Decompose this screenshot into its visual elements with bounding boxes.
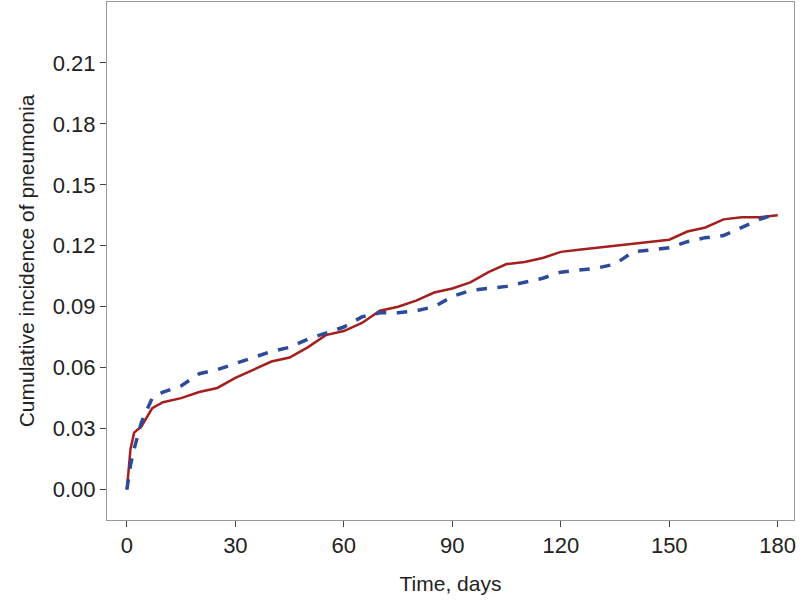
svg-text:60: 60 (332, 533, 356, 558)
svg-text:0.06: 0.06 (53, 355, 96, 380)
svg-text:Cumulative incidence of pneumo: Cumulative incidence of pneumonia (15, 94, 38, 427)
svg-text:150: 150 (651, 533, 688, 558)
svg-text:0.09: 0.09 (53, 294, 96, 319)
svg-text:0.12: 0.12 (53, 233, 96, 258)
svg-text:0.03: 0.03 (53, 416, 96, 441)
svg-text:0: 0 (121, 533, 133, 558)
svg-text:0.18: 0.18 (53, 112, 96, 137)
svg-text:Time, days: Time, days (400, 572, 502, 595)
svg-text:120: 120 (542, 533, 579, 558)
svg-text:30: 30 (223, 533, 247, 558)
svg-text:180: 180 (759, 533, 796, 558)
svg-text:0.15: 0.15 (53, 173, 96, 198)
svg-text:0.00: 0.00 (53, 477, 96, 502)
svg-text:0.21: 0.21 (53, 51, 96, 76)
svg-text:90: 90 (440, 533, 464, 558)
